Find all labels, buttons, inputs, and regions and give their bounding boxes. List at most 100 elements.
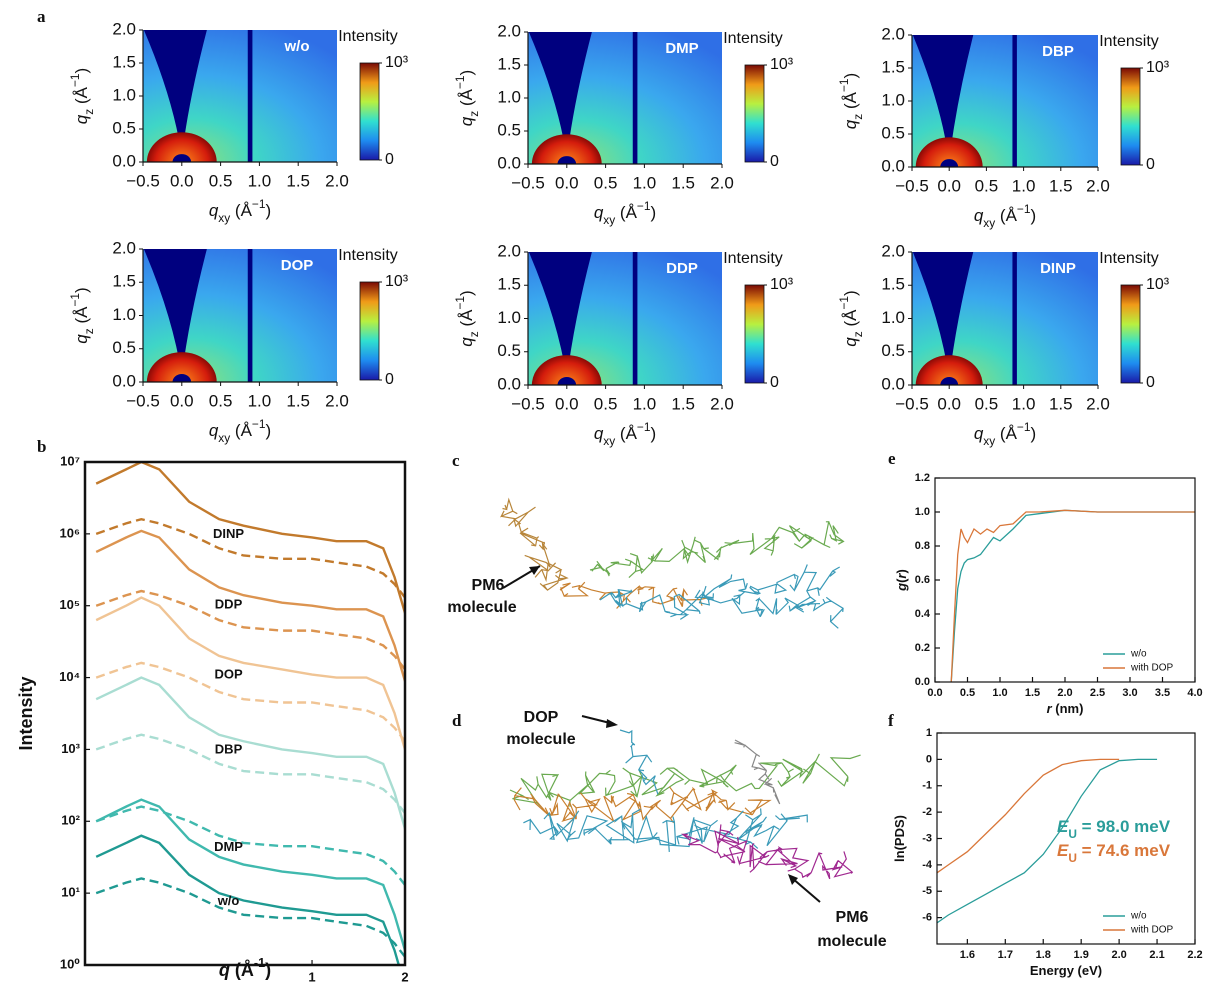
hot-ring bbox=[531, 134, 602, 164]
series-line-dashed bbox=[95, 517, 405, 599]
x-tick-label: 1.0 bbox=[1012, 176, 1036, 195]
x-tick-label: 2.5 bbox=[1090, 687, 1105, 699]
colorbar-tick-label: 0 bbox=[385, 371, 394, 388]
detector-gap bbox=[632, 252, 638, 385]
panel-label: b bbox=[37, 437, 46, 456]
x-tick-label: 0.5 bbox=[209, 391, 233, 410]
detector-gap bbox=[247, 249, 253, 382]
label-part: xy bbox=[983, 434, 995, 448]
chart: DBP−0.5 0.0 0.5 1.0 1.5 2.00.00.51.01.52.0qxy… bbox=[837, 24, 1170, 230]
panel-title: DDP bbox=[666, 260, 698, 277]
label-part: q bbox=[974, 424, 984, 443]
x-tick-label: 2 bbox=[401, 969, 408, 984]
label-part: = 74.6 meV bbox=[1077, 841, 1171, 860]
x-tick-label: 2.0 bbox=[710, 173, 734, 192]
x-tick-label: 1.5 bbox=[286, 171, 310, 190]
colorbar-tick-label: 10³ bbox=[1146, 276, 1170, 293]
label-part: (Å bbox=[230, 960, 254, 980]
label-part: q bbox=[841, 337, 860, 347]
x-tick-label: 0.5 bbox=[975, 394, 999, 413]
series-label: DOP bbox=[214, 666, 243, 681]
label-part: −1 bbox=[637, 199, 651, 213]
y-tick-label: 1.0 bbox=[112, 305, 136, 324]
series-label: w/o bbox=[217, 893, 240, 908]
label-part: xy bbox=[603, 213, 615, 227]
beam-stop bbox=[172, 374, 192, 382]
colorbar bbox=[744, 64, 765, 163]
y-tick-label: 2.0 bbox=[497, 21, 521, 40]
series-line bbox=[950, 509, 1195, 682]
label-part: q bbox=[594, 203, 604, 222]
x-tick-label: 2.0 bbox=[710, 394, 734, 413]
colorbar bbox=[359, 62, 380, 161]
x-tick-label: 1.5 bbox=[286, 391, 310, 410]
label-part: q bbox=[457, 116, 476, 126]
label-part: (Å bbox=[841, 91, 860, 113]
legend-label: w/o bbox=[1130, 911, 1147, 922]
label-part: q bbox=[209, 421, 219, 440]
chart: DOP−0.5 0.0 0.5 1.0 1.5 2.00.00.51.01.52.0qxy… bbox=[68, 238, 409, 445]
y-tick-label: -6 bbox=[922, 912, 932, 924]
y-tick-label: 0.0 bbox=[881, 156, 905, 175]
x-tick-label: 2.0 bbox=[1086, 176, 1110, 195]
y-tick-label: 1.0 bbox=[915, 506, 930, 518]
x-tick-label: 2.0 bbox=[1111, 949, 1126, 961]
y-tick-label: 0.5 bbox=[112, 338, 136, 357]
label-part: ) bbox=[1030, 206, 1036, 225]
label-part: z bbox=[82, 328, 96, 334]
label-part: E bbox=[1057, 841, 1069, 860]
y-tick-label: 0.4 bbox=[915, 608, 931, 620]
scattering-pattern bbox=[143, 249, 337, 382]
panel-title: DINP bbox=[1040, 260, 1076, 277]
y-tick-label: -3 bbox=[922, 832, 932, 844]
label-part: ) bbox=[841, 290, 860, 296]
y-tick-label: 0.5 bbox=[881, 341, 905, 360]
x-tick-label: 0.0 bbox=[937, 176, 961, 195]
label-part: q bbox=[457, 337, 476, 347]
label-part: Energy (eV) bbox=[1030, 963, 1102, 978]
x-tick-label: 1.9 bbox=[1074, 949, 1089, 961]
label-part: z bbox=[82, 109, 96, 115]
label-part: ) bbox=[1030, 424, 1036, 443]
label-part: r bbox=[894, 573, 909, 579]
y-tick-label: 0 bbox=[926, 753, 932, 765]
label-part: (Å bbox=[995, 424, 1017, 443]
scattering-pattern bbox=[912, 35, 1098, 167]
panel-label: d bbox=[452, 711, 462, 730]
x-axis-label: qxy (Å−1) bbox=[594, 420, 656, 448]
plot-lines bbox=[95, 462, 405, 965]
y-tick-label: 0.8 bbox=[915, 540, 930, 552]
label-part: −1 bbox=[1017, 420, 1031, 434]
y-tick-label: 10³ bbox=[61, 741, 80, 756]
label-part: (Å bbox=[457, 88, 476, 110]
x-tick-label: 2.0 bbox=[1086, 394, 1110, 413]
label-part: (nm) bbox=[1052, 701, 1084, 716]
y-axis-label: qz (Å−1) bbox=[837, 73, 865, 129]
y-tick-label: -2 bbox=[922, 806, 932, 818]
label-part: -1 bbox=[254, 956, 265, 970]
colorbar-tick-label: 0 bbox=[770, 374, 779, 391]
y-tick-label: 10⁷ bbox=[60, 453, 80, 468]
label-part: −1 bbox=[453, 75, 467, 89]
y-axis-label: Intensity bbox=[16, 676, 36, 750]
series-line-dashed bbox=[95, 805, 405, 886]
legend-label: with DOP bbox=[1130, 925, 1174, 936]
annotation: molecule bbox=[817, 933, 886, 950]
scattering-pattern bbox=[912, 252, 1098, 385]
hot-ring bbox=[915, 355, 983, 385]
y-tick-label: -4 bbox=[922, 859, 933, 871]
detector-gap bbox=[1012, 252, 1017, 385]
x-tick-label: 1.5 bbox=[671, 173, 695, 192]
plot-frame bbox=[936, 732, 1196, 945]
label-part: −1 bbox=[837, 296, 851, 310]
y-axis-label: g(r) bbox=[894, 569, 909, 592]
panel-title: w/o bbox=[284, 38, 310, 55]
x-tick-label: 3.5 bbox=[1155, 687, 1170, 699]
x-tick-label: 3.0 bbox=[1122, 687, 1137, 699]
annotation: PM6 bbox=[472, 577, 505, 594]
chart: 1 2 10⁰ 10¹ 10² 10³ 10⁴ 10⁵ 10⁶ 10⁷ DINP DDP DOP DBP D… bbox=[16, 453, 409, 984]
x-tick-label: 1.7 bbox=[998, 949, 1013, 961]
label-part: q bbox=[841, 119, 860, 129]
chart: DMP−0.5 0.0 0.5 1.0 1.5 2.00.00.51.01.52.0qxy… bbox=[453, 21, 794, 227]
